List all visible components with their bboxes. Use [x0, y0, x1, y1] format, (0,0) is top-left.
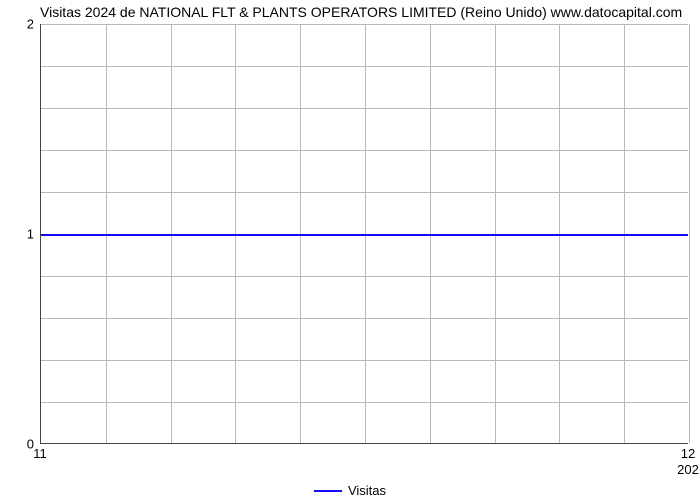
visits-chart: Visitas 2024 de NATIONAL FLT & PLANTS OP… — [0, 0, 700, 500]
legend-swatch — [314, 490, 342, 492]
vgrid-line — [689, 24, 690, 443]
legend-label: Visitas — [348, 483, 386, 498]
legend: Visitas — [0, 482, 700, 498]
series-line-visitas — [41, 234, 688, 236]
x-tick-label: 11 — [33, 446, 47, 461]
y-tick-label: 2 — [0, 17, 34, 32]
plot-area — [40, 24, 688, 444]
x-tick-secondary-label: 202 — [677, 462, 699, 477]
chart-title: Visitas 2024 de NATIONAL FLT & PLANTS OP… — [40, 4, 690, 20]
y-tick-label: 1 — [0, 227, 34, 242]
y-tick-label: 0 — [0, 437, 34, 452]
x-tick-label: 12 — [681, 446, 695, 461]
